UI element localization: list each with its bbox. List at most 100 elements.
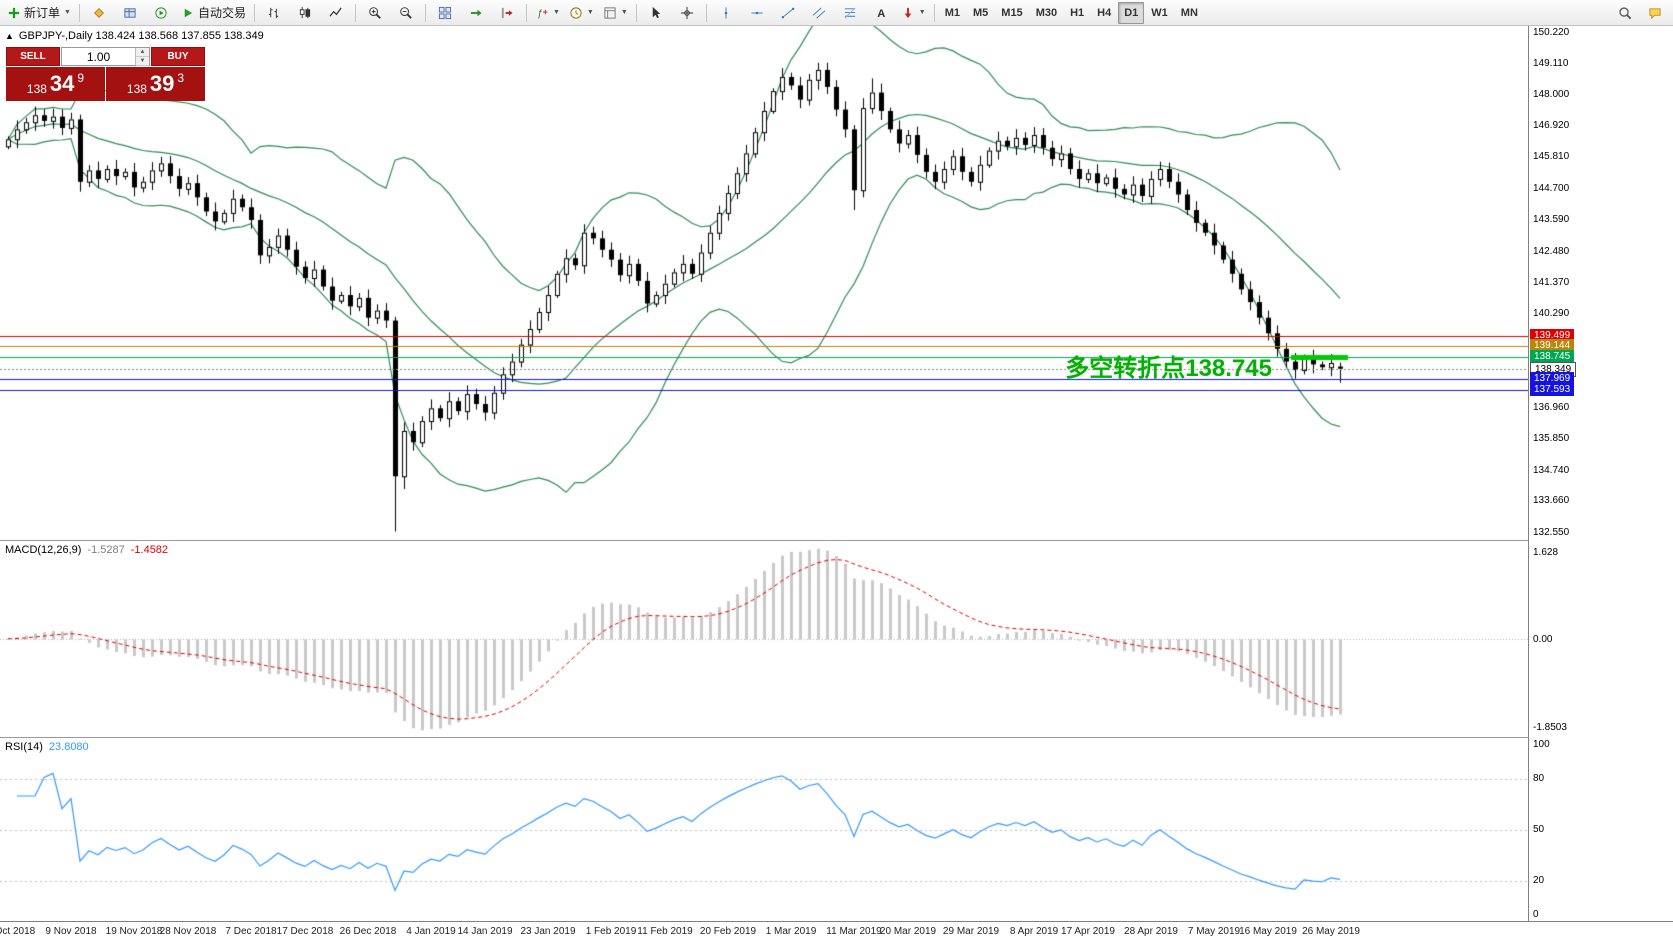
tf-button-m5[interactable]: M5 (973, 6, 989, 19)
volume-spin-buttons: ▲ ▼ (135, 48, 149, 66)
buy-button[interactable]: BUY (151, 47, 205, 66)
text-tool-icon: A (874, 6, 888, 20)
toolbar-separator (354, 3, 356, 22)
volume-down-icon[interactable]: ▼ (136, 57, 149, 66)
axis-tick-label: 150.220 (1533, 27, 1570, 38)
trendline-button[interactable] (773, 1, 803, 25)
channel-icon (812, 6, 826, 20)
templates-button[interactable]: ▼ (599, 1, 632, 25)
one-click-collapse-icon[interactable]: ▲ (5, 31, 14, 41)
axis-tick-label: 50 (1533, 824, 1545, 835)
history-center-button[interactable] (84, 1, 114, 25)
channel-button[interactable] (804, 1, 834, 25)
date-label: 1 Mar 2019 (765, 926, 817, 937)
toolbar-separator (705, 3, 707, 22)
tile-windows-icon (438, 6, 452, 20)
tf-button-d1[interactable]: D1 (1118, 1, 1145, 24)
zoom-out-icon (399, 6, 413, 20)
horizontal-line-button[interactable] (742, 1, 772, 25)
candlestick-button[interactable] (290, 1, 320, 25)
axis-tick-label: 100 (1533, 739, 1550, 750)
macd-name: MACD(12,26,9) (5, 544, 82, 556)
line-chart-button[interactable] (321, 1, 351, 25)
fibonacci-button[interactable] (835, 1, 865, 25)
text-tool-button[interactable]: A (866, 1, 896, 25)
periods-button[interactable]: ▼ (565, 1, 598, 25)
navigator-button[interactable] (146, 1, 176, 25)
symbol-ohlc-text: GBPJPY-,Daily 138.424 138.568 137.855 13… (18, 30, 264, 42)
trendline-icon (781, 6, 795, 20)
zoom-in-button[interactable] (360, 1, 390, 25)
search-button[interactable] (1610, 1, 1640, 25)
date-label: 7 May 2019 (1187, 926, 1241, 937)
community-button[interactable] (1640, 1, 1670, 25)
zoom-out-button[interactable] (391, 1, 421, 25)
tf-button-m30[interactable]: M30 (1035, 6, 1058, 19)
arrow-tool-icon (901, 6, 915, 20)
annotation-text[interactable]: 多空转折点138.745 (1065, 355, 1272, 382)
sell-button[interactable]: SELL (6, 47, 60, 66)
indicators-button[interactable]: ƒ ▼ (531, 1, 564, 25)
buy-price-pipette: 3 (177, 71, 185, 85)
tf-button-w1[interactable]: W1 (1151, 6, 1168, 19)
macd-pane-separator[interactable] (0, 540, 1673, 541)
tf-button-h1[interactable]: H1 (1070, 6, 1085, 19)
chevron-down-icon: ▼ (586, 9, 594, 16)
template-icon (603, 6, 617, 20)
tf-button-m15[interactable]: M15 (1001, 6, 1023, 19)
navigator-icon (154, 6, 168, 20)
crosshair-icon (680, 6, 694, 20)
axis-tick-label: 141.370 (1533, 277, 1570, 288)
arrows-tool-button[interactable]: ▼ (897, 1, 930, 25)
line-chart-icon (329, 6, 343, 20)
bar-chart-button[interactable] (259, 1, 289, 25)
auto-scroll-button[interactable] (461, 1, 491, 25)
indicators-icon: ƒ (535, 6, 549, 20)
tf-button-mn[interactable]: MN (1180, 6, 1198, 19)
sell-price-whole: 138 (26, 82, 47, 96)
crosshair-button[interactable] (672, 1, 702, 25)
cursor-button[interactable] (641, 1, 671, 25)
volume-up-icon[interactable]: ▲ (136, 48, 149, 57)
vertical-line-icon (719, 6, 733, 20)
axis-tick-label: 0 (1533, 909, 1539, 920)
autotrading-icon (181, 6, 195, 20)
axis-tick-label: 132.550 (1533, 527, 1570, 538)
fibonacci-icon (843, 6, 857, 20)
sell-price-pipette: 9 (77, 71, 85, 85)
macd-signal-value: -1.4582 (130, 544, 169, 556)
rsi-name: RSI(14) (5, 741, 43, 753)
tf-button-h4[interactable]: H4 (1097, 6, 1112, 19)
chart-canvas[interactable] (0, 26, 1528, 922)
date-label: 26 May 2019 (1302, 926, 1360, 937)
tile-windows-button[interactable] (430, 1, 460, 25)
price-axis[interactable]: 150.220 149.110 148.000 146.920 145.810 144.7… (1528, 26, 1673, 921)
rsi-pane-separator[interactable] (0, 737, 1673, 738)
vertical-line-button[interactable] (711, 1, 741, 25)
chart-shift-button[interactable] (492, 1, 522, 25)
date-label: 1 Feb 2019 (585, 926, 637, 937)
buy-price-button[interactable]: 138 39 3 (106, 67, 205, 101)
market-watch-button[interactable] (115, 1, 145, 25)
level-price-label: 139.499 (1530, 329, 1575, 342)
chat-bubble-icon (1648, 6, 1662, 20)
axis-tick-label: 148.000 (1533, 89, 1570, 100)
axis-tick-label: 133.660 (1533, 495, 1570, 506)
axis-tick-label: 0.00 (1533, 634, 1553, 645)
date-label: 26 Dec 2018 (339, 926, 397, 937)
search-icon (1618, 6, 1632, 20)
new-order-label: 新订单 (24, 6, 61, 20)
sell-price-button[interactable]: 138 34 9 (6, 67, 105, 101)
volume-value[interactable]: 1.00 (86, 49, 111, 64)
toolbar-separator (635, 3, 637, 22)
toolbar-separator (253, 3, 255, 22)
autotrading-button[interactable]: 自动交易 (177, 1, 250, 25)
tf-button-m1[interactable]: M1 (944, 6, 960, 19)
volume-stepper[interactable]: 1.00 ▲ ▼ (61, 47, 150, 66)
axis-tick-label: 149.110 (1533, 58, 1569, 69)
date-label: 23 Jan 2019 (520, 926, 576, 937)
new-order-button[interactable]: 新订单 ▼ (3, 1, 75, 25)
level-price-label: 137.593 (1530, 383, 1575, 396)
date-label: 28 Nov 2018 (159, 926, 217, 937)
